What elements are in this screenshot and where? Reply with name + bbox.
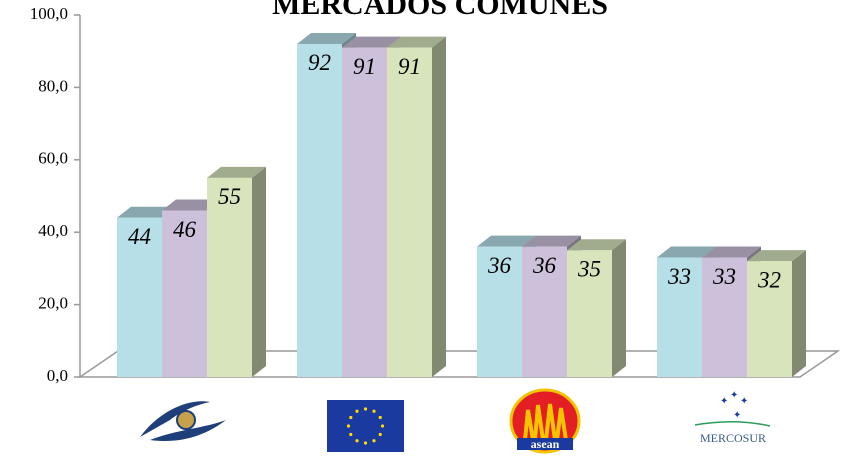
bar bbox=[747, 250, 806, 377]
bar-top bbox=[522, 235, 581, 247]
bar-top bbox=[567, 239, 626, 251]
y-tick-label: 40,0 bbox=[38, 221, 68, 240]
bar-top bbox=[297, 32, 356, 44]
value-label: 33 bbox=[667, 264, 691, 289]
eaeu-logo bbox=[140, 401, 226, 442]
bar-front bbox=[747, 261, 792, 377]
bar-front bbox=[702, 257, 747, 377]
star bbox=[363, 441, 368, 445]
y-tick-label: 60,0 bbox=[38, 149, 68, 168]
chart-title: MERCADOS COMUNES bbox=[272, 0, 608, 21]
bar-front bbox=[522, 246, 567, 377]
bar-front bbox=[477, 246, 522, 377]
bar-front bbox=[657, 257, 702, 377]
value-label: 44 bbox=[128, 224, 151, 249]
star bbox=[372, 409, 376, 413]
y-tick-label: 100,0 bbox=[30, 4, 68, 23]
svg-text:✦: ✦ bbox=[733, 410, 741, 421]
y-tick-label: 80,0 bbox=[38, 76, 68, 95]
y-tick-label: 0,0 bbox=[47, 366, 68, 385]
star bbox=[378, 415, 382, 420]
bar bbox=[567, 239, 626, 377]
star bbox=[355, 439, 359, 443]
value-label: 35 bbox=[577, 257, 601, 282]
bar-top bbox=[657, 246, 716, 258]
value-label: 32 bbox=[757, 267, 781, 292]
bar-side bbox=[612, 239, 626, 377]
value-label: 36 bbox=[487, 253, 512, 278]
bar-side bbox=[432, 36, 446, 377]
value-label: 36 bbox=[532, 253, 557, 278]
bar-top bbox=[477, 235, 536, 247]
bar bbox=[387, 36, 446, 378]
y-tick-label: 20,0 bbox=[38, 294, 68, 313]
value-label: 55 bbox=[218, 184, 241, 209]
asean-logo: asean bbox=[509, 388, 581, 454]
bar-front bbox=[207, 177, 252, 377]
value-label: 91 bbox=[398, 54, 421, 79]
star bbox=[346, 424, 351, 428]
bar-top bbox=[387, 36, 446, 48]
bar-front bbox=[117, 217, 162, 377]
star bbox=[349, 432, 353, 437]
logo-text: MERCOSUR bbox=[700, 431, 766, 445]
bar bbox=[207, 166, 266, 377]
svg-text:✦: ✦ bbox=[730, 390, 738, 401]
svg-text:✦: ✦ bbox=[740, 396, 748, 407]
svg-text:✦: ✦ bbox=[720, 396, 728, 407]
value-label: 91 bbox=[353, 54, 376, 79]
star bbox=[349, 415, 353, 420]
star bbox=[380, 424, 385, 428]
bar-front bbox=[162, 210, 207, 377]
star bbox=[372, 439, 376, 443]
bar-top bbox=[207, 166, 266, 178]
bar-top bbox=[342, 36, 401, 48]
star bbox=[363, 407, 368, 411]
logo-text: asean bbox=[531, 437, 560, 451]
bar-top bbox=[117, 206, 176, 218]
value-label: 92 bbox=[308, 50, 331, 75]
bar-side bbox=[252, 166, 266, 377]
star bbox=[378, 432, 382, 437]
bar-front bbox=[297, 43, 342, 378]
mercosur-logo: ✦✦✦✦ MERCOSUR bbox=[694, 390, 771, 445]
bar-front bbox=[342, 47, 387, 378]
star bbox=[355, 409, 359, 413]
eu-logo bbox=[327, 400, 404, 452]
value-label: 46 bbox=[173, 217, 197, 242]
bar-front bbox=[387, 47, 432, 378]
bar-side bbox=[792, 250, 806, 377]
bar-front bbox=[567, 250, 612, 377]
value-label: 33 bbox=[712, 264, 736, 289]
bar-top bbox=[702, 246, 761, 258]
bar-top bbox=[747, 250, 806, 262]
bar-top bbox=[162, 199, 221, 211]
